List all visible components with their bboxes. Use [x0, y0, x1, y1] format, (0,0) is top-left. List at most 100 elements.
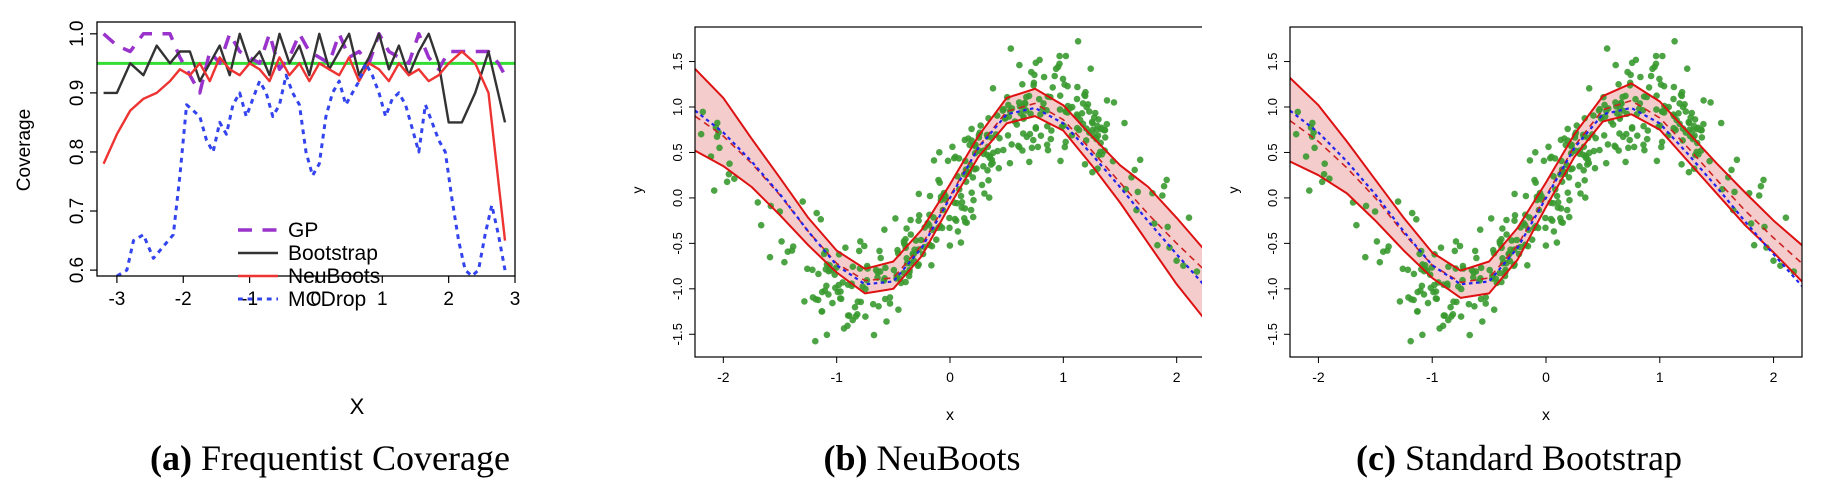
data-point	[1517, 243, 1524, 251]
data-point	[1612, 99, 1619, 106]
data-point	[1706, 157, 1713, 165]
data-point	[1149, 189, 1156, 197]
data-point	[1637, 73, 1644, 81]
data-point	[1577, 190, 1584, 197]
data-point	[1427, 284, 1435, 292]
data-point	[1585, 85, 1593, 92]
data-point	[957, 239, 965, 246]
data-point	[1049, 84, 1056, 91]
data-point	[1294, 108, 1302, 116]
y-tick-label: -0.5	[670, 232, 685, 254]
data-point	[716, 144, 723, 152]
data-point	[967, 206, 975, 214]
data-point	[886, 300, 894, 307]
data-point	[1037, 132, 1045, 139]
x-tick-label: 1	[1656, 369, 1664, 385]
data-point	[1007, 45, 1015, 52]
data-point	[1683, 65, 1691, 72]
x-axis-label: x	[1542, 407, 1550, 424]
true-function-curve	[1290, 106, 1802, 287]
data-point	[907, 231, 915, 238]
data-point	[1021, 100, 1029, 107]
data-point	[1056, 52, 1063, 60]
data-point	[1302, 153, 1310, 160]
data-point	[1321, 160, 1328, 167]
data-point	[801, 298, 808, 305]
x-tick-label: 2	[443, 289, 454, 310]
x-tick-label: 3	[510, 289, 521, 310]
data-point	[757, 221, 765, 229]
data-point	[1679, 137, 1686, 144]
data-point	[1656, 75, 1663, 83]
band-upper-line	[695, 68, 1202, 270]
data-point	[1362, 202, 1370, 210]
data-point	[1658, 143, 1665, 151]
data-point	[1632, 56, 1640, 64]
x-axis-label: X	[350, 394, 365, 419]
data-point	[1532, 149, 1539, 156]
data-point	[1658, 108, 1666, 115]
legend-label-mcdrop: MCDrop	[288, 288, 366, 311]
data-point	[1083, 103, 1090, 111]
data-point	[915, 217, 922, 224]
data-point	[822, 266, 830, 273]
data-point	[1023, 133, 1031, 141]
data-point	[1580, 167, 1587, 174]
data-point	[825, 291, 832, 298]
data-point	[907, 216, 914, 224]
data-point	[1513, 236, 1521, 244]
data-point	[1408, 296, 1415, 303]
x-tick-label: 2	[1173, 369, 1181, 385]
data-point	[969, 213, 977, 221]
caption-a-letter: (a)	[150, 438, 193, 478]
data-point	[829, 299, 836, 307]
data-point	[1639, 107, 1647, 114]
data-point	[1545, 143, 1552, 151]
data-point	[1660, 82, 1668, 90]
data-point	[1601, 101, 1608, 109]
y-tick-label: 0.0	[1265, 189, 1280, 207]
data-point	[1376, 258, 1384, 266]
data-point	[1073, 111, 1081, 118]
neuboots-chart: -2 -1 0 1 2 -1.5 -1.0 -0.5 0.0 0.5 1.0 1.5 x y	[629, 26, 1202, 424]
y-tick-label: -1.5	[1265, 323, 1280, 345]
data-point	[1074, 83, 1081, 91]
y-tick-label: 1.5	[670, 53, 685, 71]
bootstrap-chart: -2 -1 0 1 2 -1.5 -1.0 -0.5 0.0 0.5 1.0 1.5 x y	[1225, 26, 1803, 424]
y-axis-label: y	[1225, 187, 1241, 194]
data-point	[837, 288, 844, 295]
data-point	[1471, 247, 1479, 255]
data-point	[1000, 146, 1007, 154]
data-point	[1630, 143, 1638, 151]
data-point	[1131, 166, 1138, 174]
data-point	[1026, 158, 1033, 166]
data-point	[886, 294, 894, 301]
data-point	[1777, 262, 1784, 270]
data-point	[1047, 135, 1055, 143]
data-point	[1193, 268, 1201, 275]
data-point	[1790, 268, 1798, 275]
y-tick-label: 1.0	[67, 21, 88, 47]
data-point	[1670, 111, 1677, 118]
data-point	[1032, 125, 1040, 132]
band-upper-line	[1290, 77, 1802, 272]
data-point	[977, 122, 984, 129]
data-point	[1503, 231, 1510, 238]
data-point	[1056, 60, 1063, 68]
data-point	[1652, 52, 1660, 60]
data-point	[731, 175, 738, 182]
data-point	[1471, 303, 1478, 310]
caption-b-text: NeuBoots	[876, 438, 1021, 478]
data-point	[1557, 215, 1564, 222]
data-point	[1160, 182, 1168, 190]
data-point	[766, 253, 774, 261]
data-point	[958, 199, 966, 206]
caption-c: (c) Standard Bootstrap	[1356, 437, 1682, 479]
data-point	[1103, 120, 1111, 128]
data-point	[1399, 265, 1407, 273]
data-point	[836, 295, 844, 302]
data-point	[1408, 209, 1416, 217]
x-tick-label: 0	[311, 289, 322, 310]
data-point	[844, 312, 852, 319]
data-point	[699, 108, 707, 116]
